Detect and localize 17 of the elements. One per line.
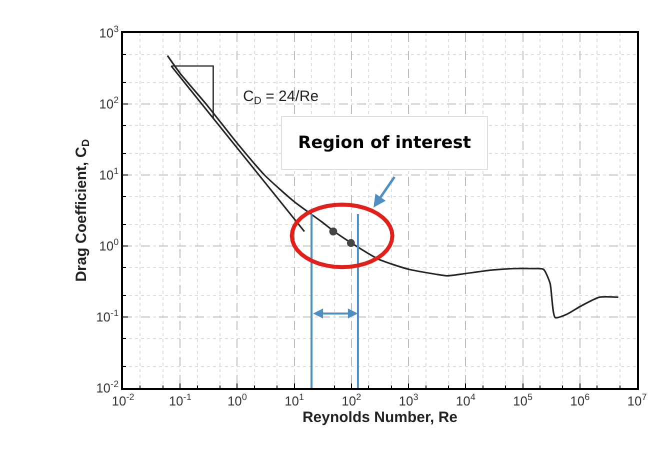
x-axis-title: Reynolds Number, Re	[302, 408, 458, 426]
annotation: C$_{D}$ = 24/Re	[243, 88, 319, 108]
x-tick-label: 10$^{7}$	[627, 392, 647, 408]
x-tick-label: 10$^{1}$	[284, 392, 304, 408]
x-tick-label: 10$^{0}$	[227, 392, 247, 408]
y-tick-label: 10$^{0}$	[99, 237, 119, 254]
y-tick-label: 10$^{3}$	[99, 24, 119, 41]
x-tick-label: 10$^{6}$	[570, 392, 590, 408]
x-tick-label: 10$^{-1}$	[168, 392, 192, 408]
y-tick-label: 10$^{-1}$	[96, 308, 119, 325]
y-tick-label: 10$^{2}$	[99, 95, 119, 112]
annotation: Region of interest	[298, 133, 472, 153]
x-tick-label: 10$^{4}$	[456, 392, 476, 408]
x-tick-label: 10$^{3}$	[398, 392, 418, 408]
x-tick-label: 10$^{2}$	[342, 392, 362, 408]
y-tick-label: 10$^{1}$	[99, 166, 119, 183]
x-tick-label: 10$^{5}$	[513, 392, 533, 408]
